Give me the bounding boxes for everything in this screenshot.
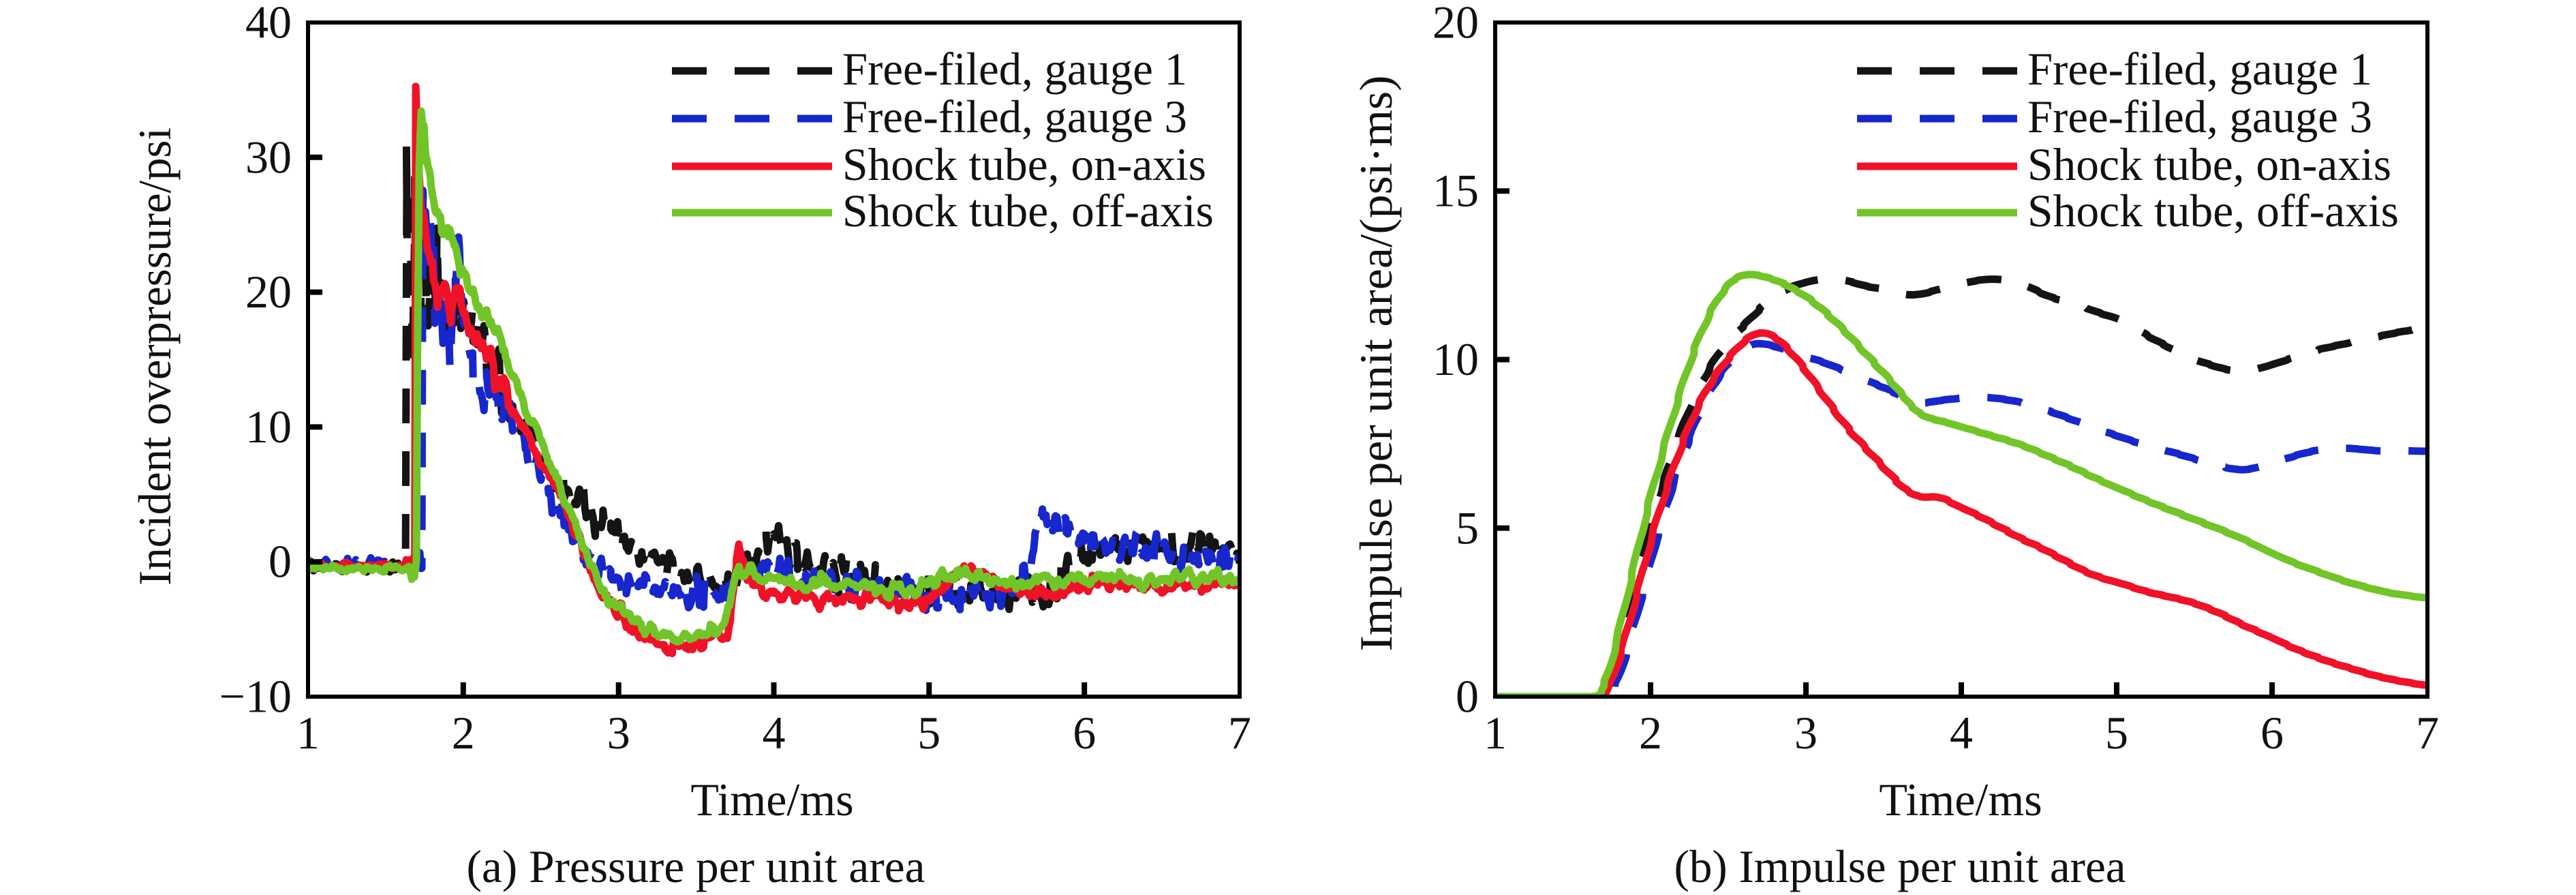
svg-text:0: 0	[269, 536, 292, 588]
svg-text:30: 30	[245, 131, 292, 183]
svg-text:Time/ms: Time/ms	[690, 774, 853, 825]
svg-text:6: 6	[2260, 707, 2284, 759]
svg-text:Free-filed, gauge 1: Free-filed, gauge 1	[2027, 43, 2372, 95]
svg-text:2: 2	[452, 707, 475, 759]
svg-text:10: 10	[1432, 333, 1479, 385]
svg-text:Shock tube, on-axis: Shock tube, on-axis	[842, 138, 1206, 190]
svg-text:10: 10	[245, 401, 292, 453]
svg-text:−10: −10	[219, 671, 292, 723]
svg-text:20: 20	[245, 266, 292, 318]
svg-text:Impulse per unit area/(psi·ms): Impulse per unit area/(psi·ms)	[1350, 76, 1402, 652]
svg-text:7: 7	[1228, 707, 1251, 759]
svg-text:3: 3	[1794, 707, 1818, 759]
svg-text:Free-filed, gauge 3: Free-filed, gauge 3	[842, 91, 1187, 142]
svg-text:40: 40	[245, 0, 292, 48]
svg-text:1: 1	[1484, 707, 1507, 759]
svg-text:Free-filed, gauge 3: Free-filed, gauge 3	[2027, 91, 2372, 142]
svg-text:4: 4	[1950, 707, 1973, 759]
svg-text:Incident overpressure/psi: Incident overpressure/psi	[129, 127, 181, 586]
svg-text:5: 5	[1456, 502, 1479, 553]
svg-text:5: 5	[2105, 707, 2128, 759]
svg-text:Time/ms: Time/ms	[1879, 774, 2042, 825]
svg-text:2: 2	[1639, 707, 1662, 759]
svg-text:20: 20	[1432, 0, 1479, 48]
svg-text:1: 1	[296, 707, 320, 759]
svg-text:Shock tube, off-axis: Shock tube, off-axis	[2027, 185, 2399, 237]
svg-text:6: 6	[1073, 707, 1096, 759]
svg-text:3: 3	[607, 707, 630, 759]
svg-text:(a) Pressure per unit area: (a) Pressure per unit area	[467, 840, 925, 892]
svg-text:15: 15	[1432, 165, 1479, 217]
svg-text:Free-filed, gauge 1: Free-filed, gauge 1	[842, 43, 1187, 95]
svg-text:(b) Impulse per unit area: (b) Impulse per unit area	[1674, 840, 2126, 892]
svg-text:Shock tube, off-axis: Shock tube, off-axis	[842, 185, 1214, 237]
svg-text:4: 4	[763, 707, 786, 759]
svg-text:Shock tube, on-axis: Shock tube, on-axis	[2027, 138, 2391, 190]
svg-text:0: 0	[1456, 671, 1479, 723]
svg-text:7: 7	[2416, 707, 2439, 759]
svg-text:5: 5	[917, 707, 940, 759]
